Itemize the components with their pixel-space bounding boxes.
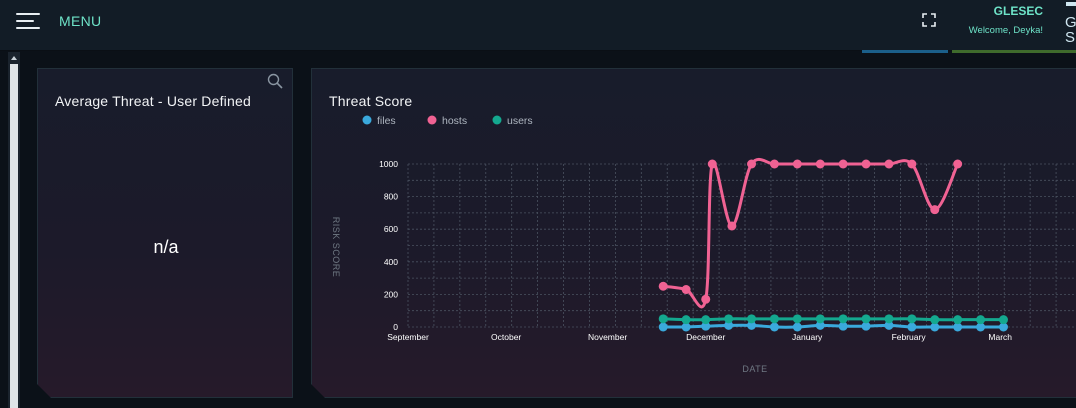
legend-label-users[interactable]: users bbox=[507, 115, 533, 127]
series-line-files bbox=[663, 325, 1003, 327]
data-point-users[interactable] bbox=[884, 314, 893, 323]
data-point-users[interactable] bbox=[747, 314, 756, 323]
y-tick-label: 600 bbox=[384, 224, 398, 234]
data-point-files[interactable] bbox=[862, 322, 871, 331]
page-scrollbar[interactable] bbox=[8, 52, 20, 408]
data-point-hosts[interactable] bbox=[770, 160, 779, 169]
y-tick-label: 800 bbox=[384, 192, 398, 202]
brand-name: GLESEC bbox=[993, 4, 1043, 18]
data-point-files[interactable] bbox=[682, 323, 691, 332]
data-point-files[interactable] bbox=[839, 322, 848, 331]
data-point-users[interactable] bbox=[976, 315, 985, 324]
legend-swatch-files[interactable] bbox=[363, 116, 372, 125]
data-point-users[interactable] bbox=[839, 314, 848, 323]
data-point-users[interactable] bbox=[701, 315, 710, 324]
data-point-files[interactable] bbox=[724, 321, 733, 330]
x-tick-label: December bbox=[686, 332, 725, 342]
scroll-up-arrow-icon[interactable] bbox=[11, 56, 17, 60]
data-point-hosts[interactable] bbox=[682, 285, 691, 294]
data-point-files[interactable] bbox=[930, 323, 939, 332]
y-tick-label: 200 bbox=[384, 289, 398, 299]
average-threat-title: Average Threat - User Defined bbox=[55, 93, 251, 109]
data-point-hosts[interactable] bbox=[907, 160, 916, 169]
legend-swatch-hosts[interactable] bbox=[428, 116, 437, 125]
y-tick-label: 400 bbox=[384, 257, 398, 267]
x-tick-label: February bbox=[892, 332, 927, 342]
tab-indicator-green bbox=[952, 50, 1076, 53]
data-point-hosts[interactable] bbox=[953, 160, 962, 169]
glesec-logo-icon: G S bbox=[1065, 2, 1076, 44]
data-point-hosts[interactable] bbox=[839, 160, 848, 169]
user-brand-block: GLESEC Welcome, Deyka! bbox=[969, 4, 1043, 36]
legend-label-files[interactable]: files bbox=[377, 115, 396, 127]
data-point-hosts[interactable] bbox=[659, 282, 668, 291]
data-point-hosts[interactable] bbox=[930, 205, 939, 214]
average-threat-value: n/a bbox=[153, 237, 179, 257]
data-point-hosts[interactable] bbox=[816, 160, 825, 169]
y-tick-label: 0 bbox=[393, 322, 398, 332]
series-line-users bbox=[663, 319, 1003, 320]
data-point-users[interactable] bbox=[907, 314, 916, 323]
x-tick-label: October bbox=[491, 332, 521, 342]
data-point-users[interactable] bbox=[770, 314, 779, 323]
x-axis-label: DATE bbox=[742, 364, 767, 374]
threat-score-panel: Threat Score files hosts users 0 200 400 600 8… bbox=[311, 68, 1076, 398]
data-point-hosts[interactable] bbox=[862, 160, 871, 169]
data-point-files[interactable] bbox=[659, 323, 668, 332]
x-tick-label: March bbox=[988, 332, 1012, 342]
tab-indicator-blue bbox=[862, 50, 948, 53]
data-point-files[interactable] bbox=[953, 323, 962, 332]
data-point-hosts[interactable] bbox=[747, 160, 756, 169]
search-icon[interactable] bbox=[267, 73, 283, 89]
legend-swatch-users[interactable] bbox=[493, 116, 502, 125]
data-point-users[interactable] bbox=[659, 314, 668, 323]
x-tick-label: November bbox=[588, 332, 627, 342]
data-point-hosts[interactable] bbox=[793, 160, 802, 169]
data-point-files[interactable] bbox=[816, 321, 825, 330]
data-point-users[interactable] bbox=[999, 315, 1008, 324]
data-point-files[interactable] bbox=[976, 323, 985, 332]
top-bar: MENU GLESEC Welcome, Deyka! G S bbox=[0, 0, 1076, 51]
data-point-files[interactable] bbox=[999, 323, 1008, 332]
data-point-hosts[interactable] bbox=[701, 295, 710, 304]
scrollbar-thumb[interactable] bbox=[10, 64, 18, 408]
y-tick-label: 1000 bbox=[379, 159, 398, 169]
hamburger-menu-icon[interactable] bbox=[16, 13, 40, 29]
logo-letter-g: G bbox=[1065, 14, 1076, 31]
series-line-hosts bbox=[663, 159, 957, 307]
data-point-files[interactable] bbox=[884, 321, 893, 330]
x-tick-label: January bbox=[792, 332, 823, 342]
logo-letter-s: S bbox=[1065, 29, 1075, 44]
threat-score-title: Threat Score bbox=[329, 93, 413, 109]
data-point-hosts[interactable] bbox=[708, 160, 717, 169]
data-point-users[interactable] bbox=[862, 314, 871, 323]
data-point-users[interactable] bbox=[682, 315, 691, 324]
data-point-files[interactable] bbox=[701, 322, 710, 331]
menu-label[interactable]: MENU bbox=[59, 13, 102, 29]
data-point-files[interactable] bbox=[793, 323, 802, 332]
threat-score-chart: files hosts users 0 200 400 600 800 1000 Septem… bbox=[312, 69, 1076, 399]
x-tick-label: September bbox=[387, 332, 429, 342]
data-point-files[interactable] bbox=[907, 323, 916, 332]
y-axis-label: RISK SCORE bbox=[331, 217, 341, 278]
data-point-users[interactable] bbox=[930, 315, 939, 324]
legend-label-hosts[interactable]: hosts bbox=[442, 115, 467, 127]
data-point-users[interactable] bbox=[816, 314, 825, 323]
fullscreen-icon[interactable] bbox=[922, 13, 936, 27]
data-point-files[interactable] bbox=[747, 321, 756, 330]
data-point-users[interactable] bbox=[724, 314, 733, 323]
data-point-users[interactable] bbox=[793, 314, 802, 323]
average-threat-panel: Average Threat - User Defined n/a bbox=[37, 68, 293, 398]
data-point-users[interactable] bbox=[953, 315, 962, 324]
data-point-files[interactable] bbox=[770, 323, 779, 332]
data-point-hosts[interactable] bbox=[727, 221, 736, 230]
data-point-hosts[interactable] bbox=[884, 160, 893, 169]
welcome-text: Welcome, Deyka! bbox=[968, 25, 1043, 36]
